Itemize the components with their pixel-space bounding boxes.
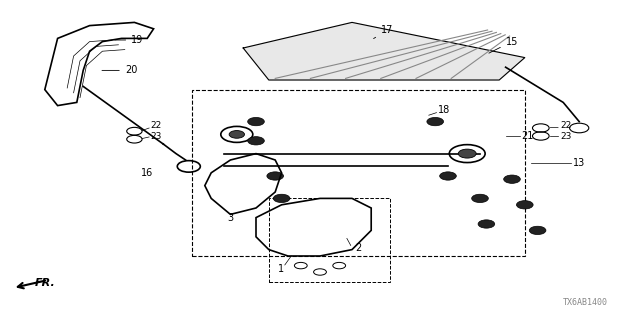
Circle shape: [478, 220, 495, 228]
Circle shape: [267, 172, 284, 180]
Circle shape: [472, 194, 488, 203]
Polygon shape: [243, 22, 525, 80]
Circle shape: [248, 137, 264, 145]
Circle shape: [273, 194, 290, 203]
Text: 2: 2: [355, 243, 362, 253]
Text: 18: 18: [438, 105, 451, 116]
Circle shape: [458, 149, 476, 158]
Text: FR.: FR.: [35, 278, 56, 288]
Text: 19: 19: [115, 35, 143, 45]
Circle shape: [229, 131, 244, 138]
Bar: [269, 198, 390, 282]
Circle shape: [427, 117, 444, 126]
Text: 20: 20: [102, 65, 137, 76]
Circle shape: [529, 226, 546, 235]
Text: 22: 22: [560, 121, 572, 130]
Circle shape: [248, 117, 264, 126]
Text: 23: 23: [150, 132, 162, 140]
Circle shape: [516, 201, 533, 209]
Text: 23: 23: [560, 132, 572, 140]
Text: 21: 21: [522, 131, 534, 141]
Circle shape: [440, 172, 456, 180]
Text: 15: 15: [489, 36, 518, 53]
Text: 17: 17: [374, 25, 393, 38]
Circle shape: [504, 175, 520, 183]
Text: 1: 1: [278, 264, 285, 274]
Bar: [192, 90, 525, 256]
Text: 16: 16: [141, 168, 153, 178]
Text: TX6AB1400: TX6AB1400: [563, 298, 608, 307]
Text: 13: 13: [573, 158, 585, 168]
Text: 22: 22: [150, 121, 162, 130]
Text: 3: 3: [227, 212, 234, 223]
